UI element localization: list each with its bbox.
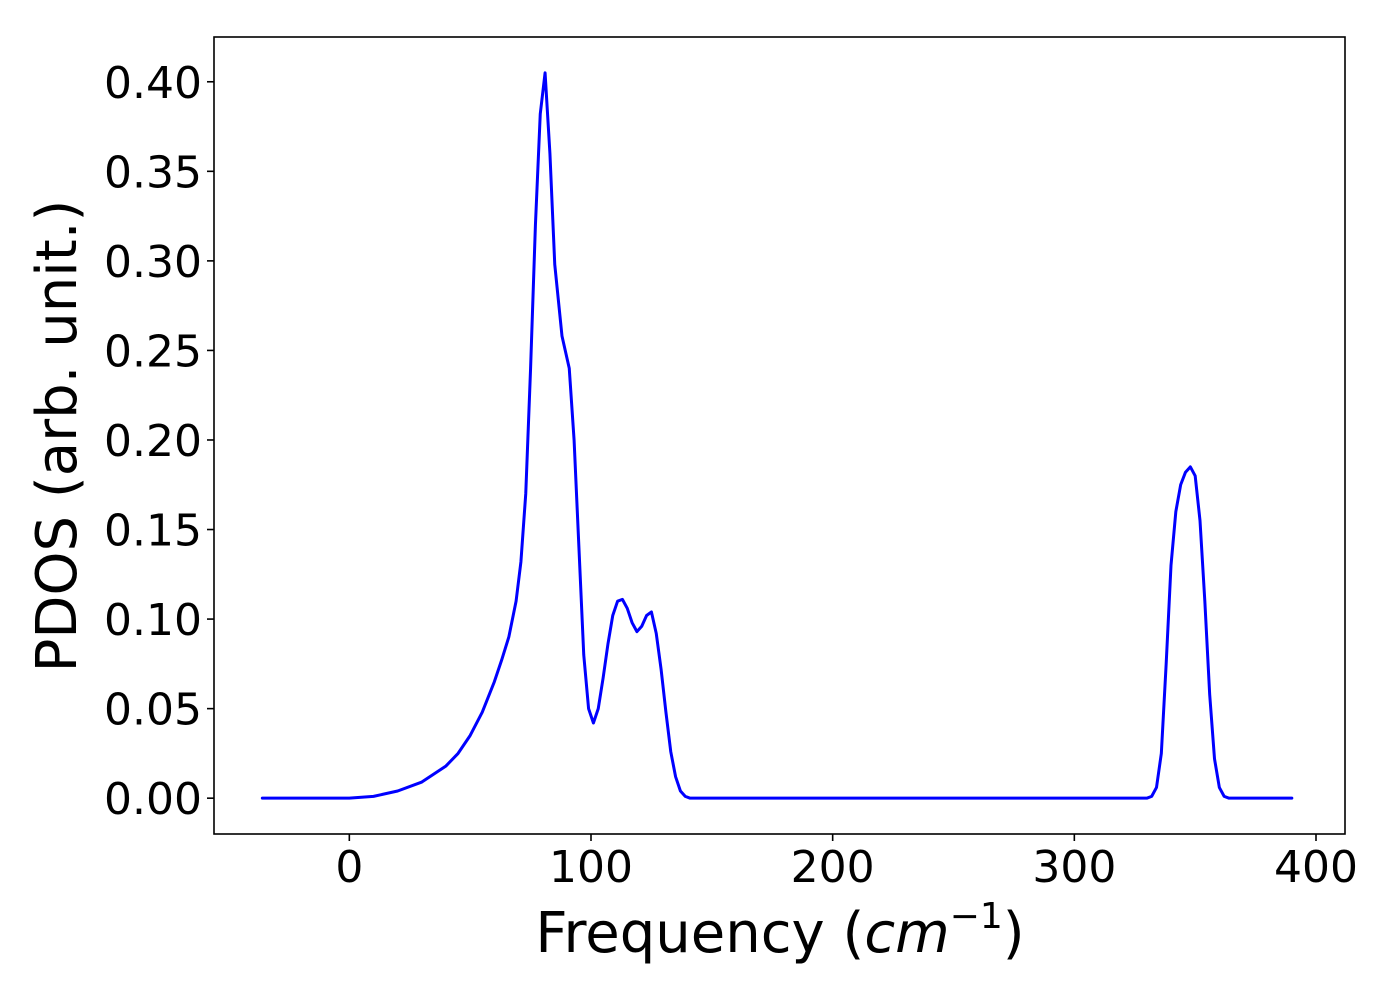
x-tick-label: 200 xyxy=(791,842,875,893)
series-line-0 xyxy=(260,71,1294,800)
y-tick-label: 0.35 xyxy=(104,147,202,198)
y-tick-label: 0.10 xyxy=(104,595,202,646)
x-tick-label: 0 xyxy=(335,842,363,893)
y-axis: 0.00 0.05 0.10 0.15 0.20 0.25 0.30 0.35 0.40 xyxy=(104,58,214,825)
y-tick-label: 0.15 xyxy=(104,506,202,557)
x-tick-label: 100 xyxy=(549,842,633,893)
y-tick-label: 0.40 xyxy=(104,58,202,109)
axes-frame xyxy=(213,36,1346,835)
x-axis-label: Frequency (cm−1) xyxy=(535,896,1024,966)
y-tick-label: 0.05 xyxy=(104,685,202,736)
y-tick-label: 0.30 xyxy=(104,237,202,288)
plot-area xyxy=(260,71,1294,800)
x-tick-label: 300 xyxy=(1032,842,1116,893)
x-axis: 0 100 200 300 400 xyxy=(335,834,1358,893)
y-axis-label: PDOS (arb. unit.) xyxy=(25,200,90,673)
y-tick-label: 0.25 xyxy=(104,326,202,377)
x-tick-label: 400 xyxy=(1274,842,1358,893)
y-tick-label: 0.00 xyxy=(104,774,202,825)
y-tick-label: 0.20 xyxy=(104,416,202,467)
